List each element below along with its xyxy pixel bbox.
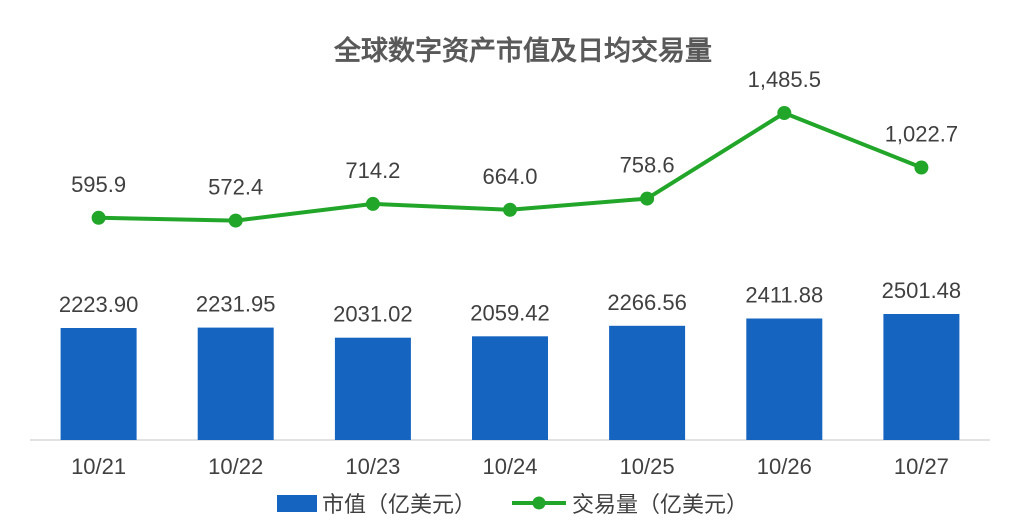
line-labels-group: 595.9 572.4 714.2 664.0 758.6 1,485.5 1,022.7 bbox=[71, 67, 958, 200]
legend-bar-label: 市值（亿美元） bbox=[322, 492, 476, 517]
line-point-10-26 bbox=[777, 106, 792, 120]
bar-value-label: 2059.42 bbox=[470, 300, 550, 325]
bar-value-label: 2411.88 bbox=[745, 283, 823, 308]
line-value-label: 1,022.7 bbox=[885, 122, 958, 147]
x-tick-label: 10/25 bbox=[620, 454, 675, 479]
bar-value-label: 2031.02 bbox=[333, 302, 413, 327]
bar-10-25 bbox=[609, 325, 686, 440]
bar-10-23 bbox=[334, 337, 411, 440]
x-tick-label: 10/27 bbox=[894, 454, 949, 479]
x-tick-label: 10/23 bbox=[345, 454, 400, 479]
legend-line-label: 交易量（亿美元） bbox=[572, 492, 748, 517]
bar-10-22 bbox=[197, 327, 274, 440]
x-tick-label: 10/26 bbox=[757, 454, 812, 479]
line-point-10-27 bbox=[914, 160, 929, 175]
line-point-10-23 bbox=[365, 196, 380, 211]
bar-value-label: 2266.56 bbox=[607, 290, 687, 315]
legend-bar-swatch bbox=[277, 495, 317, 512]
bar-value-label: 2231.95 bbox=[196, 292, 276, 317]
bar-10-27 bbox=[883, 314, 960, 440]
legend-line-marker bbox=[532, 496, 546, 510]
line-value-label: 1,485.5 bbox=[748, 67, 821, 92]
line-point-10-24 bbox=[503, 202, 517, 217]
bar-value-label: 2223.90 bbox=[59, 292, 139, 317]
line-value-label: 572.4 bbox=[208, 175, 263, 200]
x-tick-label: 10/22 bbox=[208, 454, 263, 479]
line-value-label: 714.2 bbox=[345, 158, 400, 183]
bars-group bbox=[60, 314, 960, 440]
bar-labels-group: 2223.90 2231.95 2031.02 2059.42 2266.56 2411.… bbox=[59, 278, 961, 327]
line-series-group bbox=[91, 106, 929, 228]
line-value-label: 664.0 bbox=[482, 164, 537, 189]
bar-10-21 bbox=[60, 328, 137, 440]
line-point-10-21 bbox=[91, 210, 106, 225]
x-tick-label: 10/24 bbox=[482, 454, 537, 479]
line-value-label: 595.9 bbox=[71, 172, 126, 197]
x-ticks-group: 10/21 10/22 10/23 10/24 10/25 10/26 10/27 bbox=[71, 454, 949, 479]
line-value-label: 758.6 bbox=[620, 153, 675, 178]
legend: 市值（亿美元） 交易量（亿美元） bbox=[277, 492, 748, 517]
x-tick-label: 10/21 bbox=[71, 454, 126, 479]
bar-value-label: 2501.48 bbox=[882, 278, 962, 303]
bar-10-24 bbox=[472, 336, 548, 440]
chart-title: 全球数字资产市值及日均交易量 bbox=[333, 35, 712, 66]
line-point-10-25 bbox=[640, 191, 655, 206]
bar-10-26 bbox=[746, 318, 823, 440]
line-point-10-22 bbox=[228, 213, 243, 228]
